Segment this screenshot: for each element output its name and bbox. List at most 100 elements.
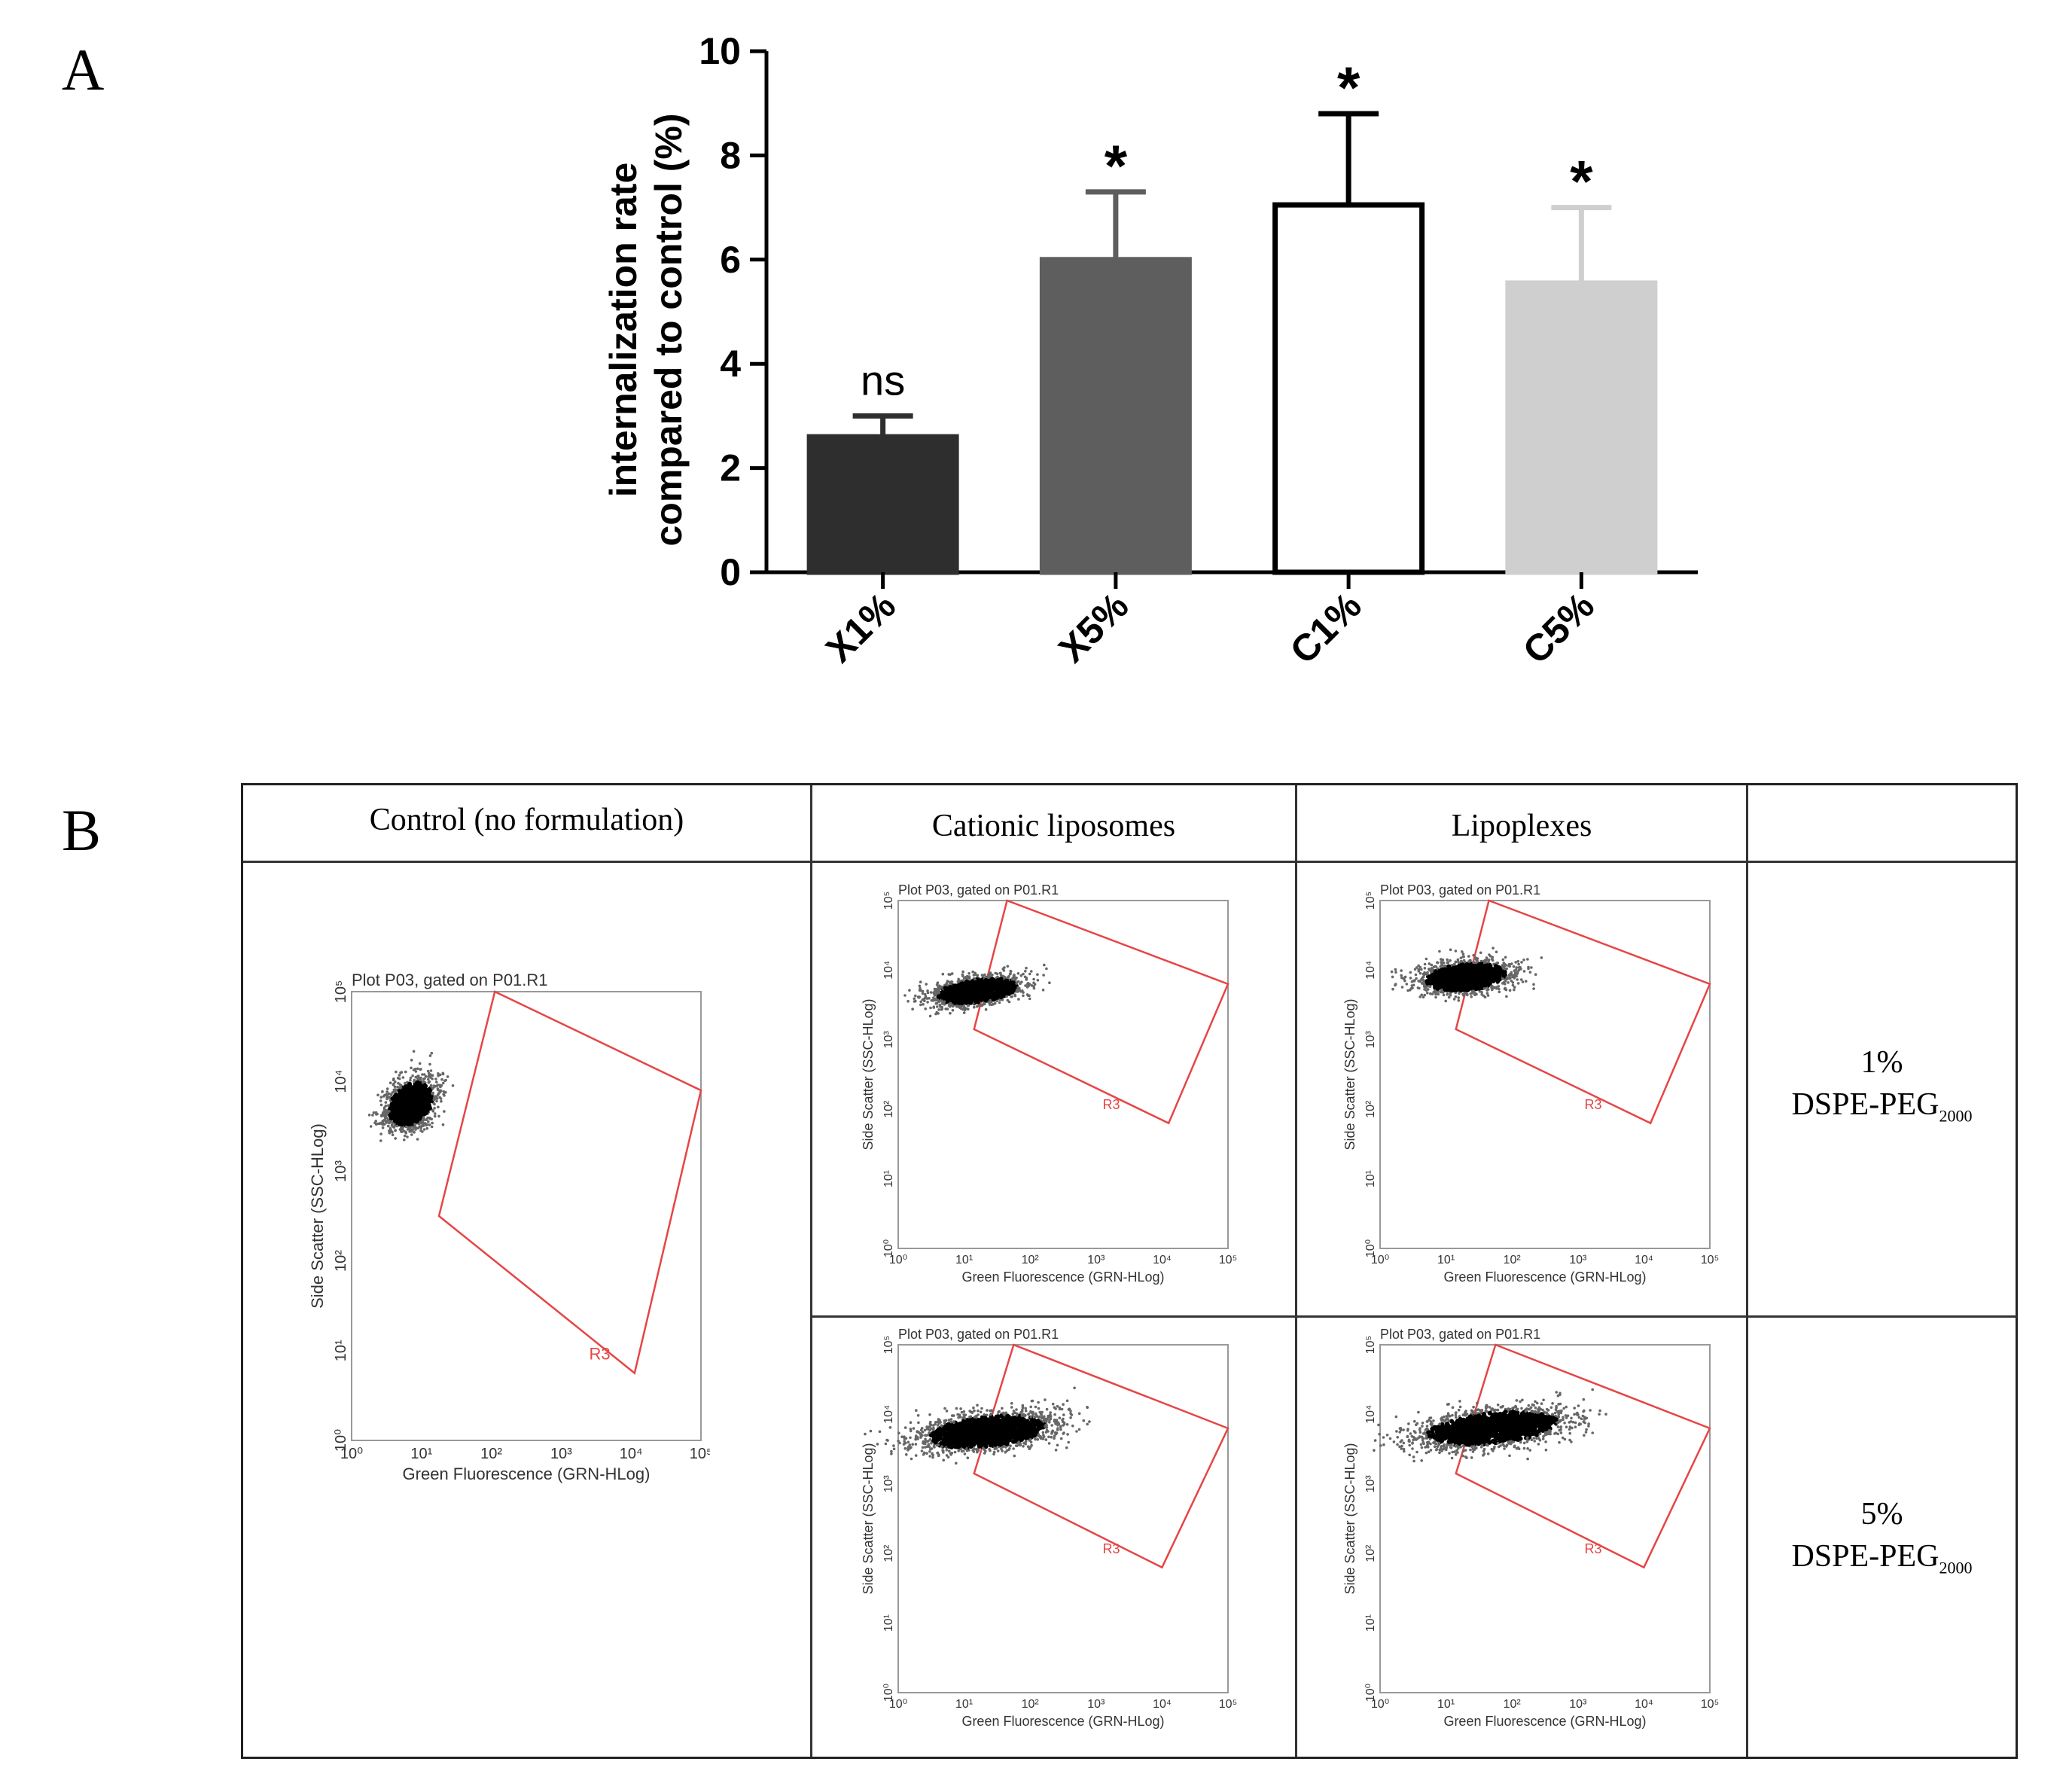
scatter-point	[920, 1449, 924, 1452]
x-tick-label: 10³	[550, 1446, 572, 1462]
scatter-point	[993, 995, 998, 1000]
gate-label: R3	[1103, 1097, 1120, 1112]
scatter-point	[1480, 992, 1483, 996]
scatter-point	[1504, 980, 1507, 983]
scatter-point	[439, 1073, 442, 1077]
scatter-point	[382, 1111, 385, 1114]
scatter-point	[1016, 1416, 1022, 1421]
scatter-point	[922, 1003, 925, 1006]
scatter-point	[915, 1409, 918, 1412]
scatter-point	[999, 971, 1002, 975]
scatter-point	[938, 1419, 941, 1422]
scatter-point	[919, 1003, 922, 1007]
scatter-point	[1045, 1426, 1049, 1429]
scatter-point	[980, 1407, 983, 1410]
x-tick-label: 10⁵	[690, 1446, 710, 1462]
plot-x-label: Green Fluorescence (GRN-HLog)	[1443, 1269, 1646, 1285]
scatter-point	[1025, 986, 1029, 989]
scatter-point	[970, 1410, 974, 1414]
scatter-point	[394, 1080, 397, 1084]
scatter-point	[1065, 1423, 1069, 1426]
scatter-point	[1037, 1425, 1042, 1430]
x-tick-label: 10⁵	[1701, 1254, 1719, 1266]
scatter-point	[1022, 994, 1025, 998]
scatter-point	[964, 987, 970, 992]
scatter-point	[401, 1126, 404, 1129]
scatter-point	[998, 1001, 1001, 1004]
y-tick-label: 2	[720, 447, 741, 489]
scatter-point	[1058, 1407, 1062, 1410]
scatter-point	[1000, 1447, 1003, 1450]
scatter-point	[951, 1009, 955, 1012]
scatter-point	[1048, 1421, 1051, 1424]
scatter-point	[1082, 1419, 1086, 1422]
scatter-point	[1062, 1432, 1065, 1435]
scatter-point	[961, 974, 964, 978]
x-tick-label: 10¹	[1437, 1254, 1455, 1266]
scatter-point	[436, 1084, 440, 1087]
scatter-point	[1054, 1407, 1057, 1410]
scatter-point	[399, 1084, 403, 1087]
scatter-point	[1016, 1412, 1019, 1416]
scatter-point	[1028, 1446, 1032, 1449]
scatter-point	[967, 1004, 970, 1007]
scatter-point	[958, 996, 964, 1001]
scatter-point	[1434, 991, 1437, 995]
scatter-point	[921, 1434, 924, 1437]
row-label-1pct-sub: 2000	[1939, 1106, 1973, 1126]
scatter-point	[1410, 980, 1414, 983]
scatter-point	[433, 1102, 436, 1106]
bar	[1039, 257, 1192, 575]
y-tick-label: 10⁵	[1364, 892, 1377, 910]
plot-x-label: Green Fluorescence (GRN-HLog)	[403, 1465, 651, 1483]
y-tick-label: 10²	[333, 1250, 349, 1272]
scatter-point	[416, 1138, 419, 1141]
scatter-point	[1528, 971, 1532, 974]
scatter-point	[403, 1138, 406, 1141]
scatter-point	[961, 970, 964, 974]
scatter-point	[1069, 1416, 1072, 1419]
scatter-point	[1034, 1437, 1037, 1441]
scatter-point	[430, 1051, 434, 1055]
scatter-point	[990, 978, 995, 983]
scatter-point	[1508, 989, 1512, 992]
scatter-point	[1487, 958, 1491, 962]
scatter-point	[1485, 989, 1488, 992]
scatter-point	[1426, 992, 1429, 995]
plot-y-label: Side Scatter (SSC-HLog)	[861, 1443, 876, 1594]
scatter-point	[985, 1413, 989, 1417]
scatter-point	[967, 972, 970, 975]
scatter-point	[925, 997, 929, 1000]
scatter-point	[1486, 994, 1490, 997]
scatter-point	[1412, 980, 1416, 983]
scatter-point	[404, 1105, 410, 1111]
scatter-point	[958, 1413, 961, 1416]
scatter-point	[947, 1419, 951, 1422]
scatter-point	[1009, 972, 1012, 975]
scatter-point	[928, 1455, 931, 1458]
x-tick-label: X1%	[818, 584, 903, 670]
scatter-point	[936, 1420, 940, 1424]
scatter-point	[406, 1128, 410, 1131]
scatter-point	[416, 1067, 419, 1071]
scatter-point	[1442, 993, 1446, 997]
scatter-point	[1437, 980, 1442, 985]
scatter-point	[413, 1078, 416, 1082]
scatter-point	[1440, 990, 1443, 994]
scatter-point	[929, 1447, 932, 1451]
scatter-point	[1456, 958, 1460, 962]
scatter-point	[1446, 964, 1452, 969]
scatter-point	[1071, 1424, 1074, 1428]
scatter-point	[936, 994, 941, 999]
scatter-point	[417, 1115, 422, 1120]
scatter-point	[1062, 1424, 1065, 1427]
scatter-point	[392, 1083, 395, 1087]
y-axis-label-line1: internalization rate	[602, 163, 644, 498]
scatter-point	[422, 1116, 425, 1119]
scatter-point	[890, 1452, 893, 1455]
scatter-point	[1037, 1420, 1042, 1425]
scatter-point	[972, 1447, 976, 1451]
scatter-point	[1451, 987, 1456, 992]
y-tick-label: 6	[720, 239, 741, 281]
scatter-point	[991, 974, 994, 977]
